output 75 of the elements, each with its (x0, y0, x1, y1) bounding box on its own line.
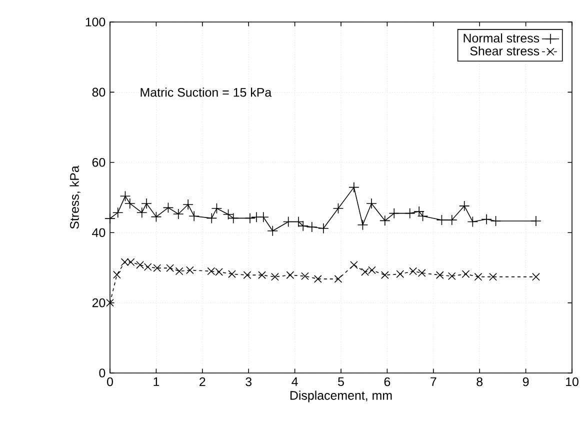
point (258, 271, 266, 279)
point (162, 202, 174, 214)
point (271, 272, 279, 281)
y-tick-label: 80 (92, 88, 106, 97)
point (348, 182, 360, 193)
point (350, 260, 358, 269)
x-tick-label: 3 (246, 377, 252, 386)
y-tick-label: 0 (99, 368, 106, 378)
point (467, 216, 478, 228)
point (306, 222, 318, 232)
y-tick-label: 40 (92, 228, 106, 238)
y-axis-title: Stress, kPa (70, 166, 80, 229)
point (318, 223, 329, 234)
point (366, 198, 377, 209)
x-tick-label: 10 (566, 377, 578, 386)
point (436, 214, 448, 226)
point (258, 212, 269, 223)
point (532, 272, 540, 281)
point (173, 208, 184, 220)
x-tick-label: 5 (338, 377, 344, 386)
point (267, 225, 278, 236)
point (380, 215, 390, 226)
point (182, 199, 194, 210)
point (314, 275, 322, 283)
point (175, 267, 184, 276)
x-tick-label: 1 (154, 377, 160, 386)
point (282, 216, 294, 228)
point (446, 214, 458, 226)
x-axis-title: Displacement, mm (290, 390, 392, 402)
point (112, 207, 124, 218)
point (136, 207, 148, 218)
point (481, 214, 492, 225)
point (388, 208, 400, 219)
point (106, 298, 114, 307)
point (436, 271, 444, 279)
point (166, 264, 174, 272)
point (458, 200, 470, 212)
point (334, 275, 342, 283)
point (211, 203, 222, 214)
point (396, 270, 404, 278)
point (188, 210, 200, 222)
point (104, 213, 116, 224)
x-tick-label: 8 (476, 377, 483, 386)
annotation: Matric Suction = 15 kPa (140, 88, 272, 97)
point (448, 272, 456, 280)
point (462, 270, 470, 278)
point (380, 271, 389, 279)
y-tick-label: 60 (92, 158, 106, 167)
point (244, 212, 256, 224)
point (113, 270, 121, 279)
point (489, 272, 497, 281)
x-tick-label: 2 (200, 377, 206, 386)
x-tick-label: 9 (522, 377, 529, 386)
point (490, 216, 502, 226)
point (474, 272, 482, 281)
point (357, 219, 368, 230)
point (332, 203, 344, 214)
point (186, 266, 194, 274)
point (404, 208, 416, 219)
x-tick-label: 4 (292, 377, 298, 386)
x-tick-label: 6 (384, 377, 390, 386)
point (150, 211, 162, 222)
point (141, 198, 152, 209)
point (530, 216, 542, 226)
point (206, 212, 218, 224)
legend-label: Normal stress (464, 33, 540, 43)
point (286, 271, 294, 279)
point (301, 272, 309, 280)
y-tick-label: 100 (86, 18, 106, 26)
x-tick-label: 0 (107, 377, 113, 386)
y-tick-label: 20 (92, 298, 106, 308)
legend-label: Shear stress (470, 46, 540, 56)
x-tick-label: 7 (430, 377, 436, 386)
point (228, 270, 236, 278)
point (243, 271, 252, 279)
